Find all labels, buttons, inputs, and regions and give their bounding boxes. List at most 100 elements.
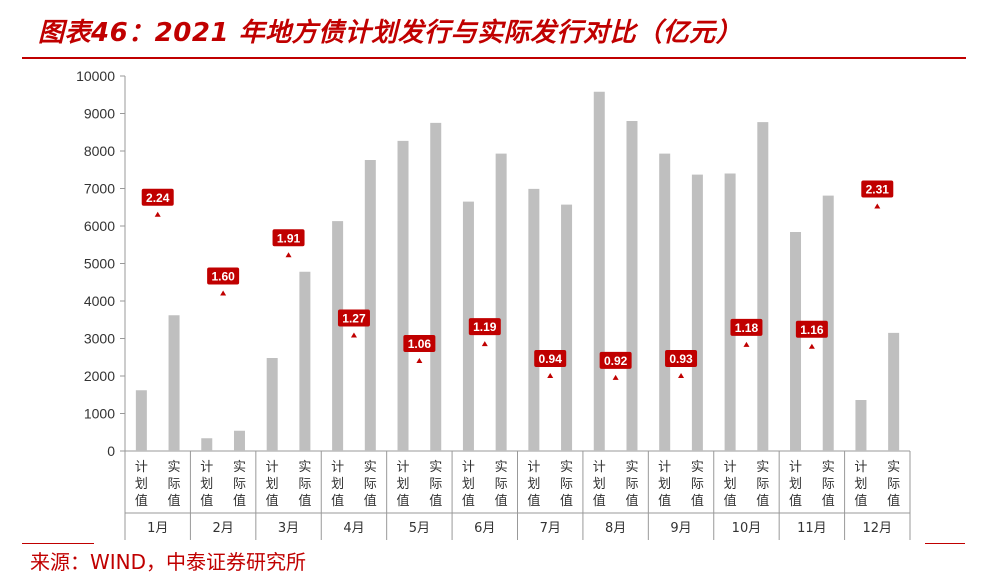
series-sub-label: 划 [593,477,606,492]
chart-bars [135,91,900,451]
series-sub-label: 划 [266,477,279,492]
bar-plan [135,390,147,451]
series-sub-label: 值 [462,493,475,509]
ratio-label-box [337,309,370,327]
bar-plan [266,358,278,451]
series-sub-label: 划 [397,477,410,492]
series-sub-label: 际 [625,477,638,492]
ratio-label: 2.24 [146,191,170,205]
series-sub-label: 值 [560,493,573,509]
x-category-label: 8月 [605,521,626,536]
ratio-label-box [534,350,567,367]
series-sub-label: 实 [822,460,835,475]
series-sub-label: 值 [822,493,835,509]
ratio-label-box [272,229,305,247]
series-sub-label: 际 [168,477,181,492]
series-sub-label: 际 [495,477,508,492]
series-sub-label: 计 [397,460,410,475]
bar-actual [822,195,834,451]
y-tick-label: 8000 [84,143,115,159]
bar-plan [332,221,344,451]
bar-actual [495,153,507,451]
bar-plan [659,153,671,451]
series-sub-label: 际 [691,477,704,492]
ratio-label: 1.06 [408,337,432,351]
ratio-label: 0.92 [604,354,628,368]
x-category-label: 4月 [343,521,364,536]
series-sub-label: 实 [756,460,769,475]
series-sub-label: 实 [233,460,246,475]
series-sub-label: 划 [527,477,540,492]
series-sub-label: 值 [887,493,900,509]
chart-labels: 2.24 1.60 1.91 1.27 1.06 1.19 0.94 0.92 0.93 1.18… [141,180,894,380]
x-category-label: 10月 [732,521,762,536]
ratio-label-box [468,318,501,336]
y-tick-label: 10000 [76,68,115,84]
y-tick-label: 9000 [84,106,115,122]
ratio-label: 0.94 [539,352,563,366]
bar-plan [855,400,867,451]
series-sub-label: 值 [298,493,311,509]
y-tick-label: 5000 [84,256,115,272]
x-category-label: 5月 [409,521,430,536]
x-category-label: 6月 [474,521,495,536]
y-tick-label: 6000 [84,218,115,234]
ratio-label: 2.31 [866,183,890,197]
series-sub-label: 划 [724,477,737,492]
bar-actual [299,271,311,451]
x-category-label: 11月 [797,521,827,536]
series-sub-label: 实 [168,460,181,475]
y-tick-label: 2000 [84,368,115,384]
series-sub-label: 值 [691,493,704,509]
bar-actual [691,174,703,451]
series-sub-label: 划 [658,477,671,492]
footer-rule-right [925,543,965,544]
ratio-label: 1.91 [277,231,301,245]
series-sub-label: 际 [822,477,835,492]
bar-plan [201,438,213,451]
series-sub-label: 实 [495,460,508,475]
y-tick-label: 7000 [84,181,115,197]
ratio-label: 1.60 [211,270,235,284]
series-sub-label: 实 [560,460,573,475]
series-sub-label: 值 [756,493,769,509]
ratio-marker [678,373,685,378]
series-sub-label: 值 [527,493,540,509]
ratio-label-box [599,351,632,369]
y-tick-label: 1000 [84,406,115,422]
bar-actual [888,332,900,451]
bar-plan [462,201,474,451]
y-tick-label: 4000 [84,293,115,309]
ratio-marker [154,211,161,217]
series-sub-label: 值 [135,493,148,509]
series-sub-label: 划 [462,477,475,492]
bar-plan [724,173,736,451]
series-sub-label: 际 [560,477,573,492]
bar-plan [528,188,540,451]
series-sub-label: 划 [135,477,148,492]
series-sub-label: 实 [887,460,900,475]
series-sub-label: 值 [266,493,279,509]
ratio-marker [220,290,227,296]
series-sub-label: 划 [200,477,213,492]
ratio-label-box [403,335,436,352]
ratio-marker [350,332,357,338]
series-sub-label: 值 [593,493,606,509]
chart-axes: 0 1000 2000 3000 4000 5000 6000 7000 8000 9000 100… [76,68,911,540]
bar-actual [168,315,180,451]
ratio-label-box [795,320,828,338]
x-category-label: 9月 [670,521,691,536]
bar-plan [593,91,605,451]
series-sub-label: 计 [854,460,867,475]
ratio-label-box [141,188,174,206]
series-sub-label: 值 [495,493,508,509]
x-category-label: 1月 [147,521,168,536]
bar-actual [757,122,769,451]
series-sub-label: 际 [298,477,311,492]
series-sub-label: 计 [266,460,279,475]
series-sub-label: 计 [658,460,671,475]
series-sub-label: 计 [135,460,148,475]
title-underline [22,57,966,59]
ratio-label-box [730,318,763,336]
